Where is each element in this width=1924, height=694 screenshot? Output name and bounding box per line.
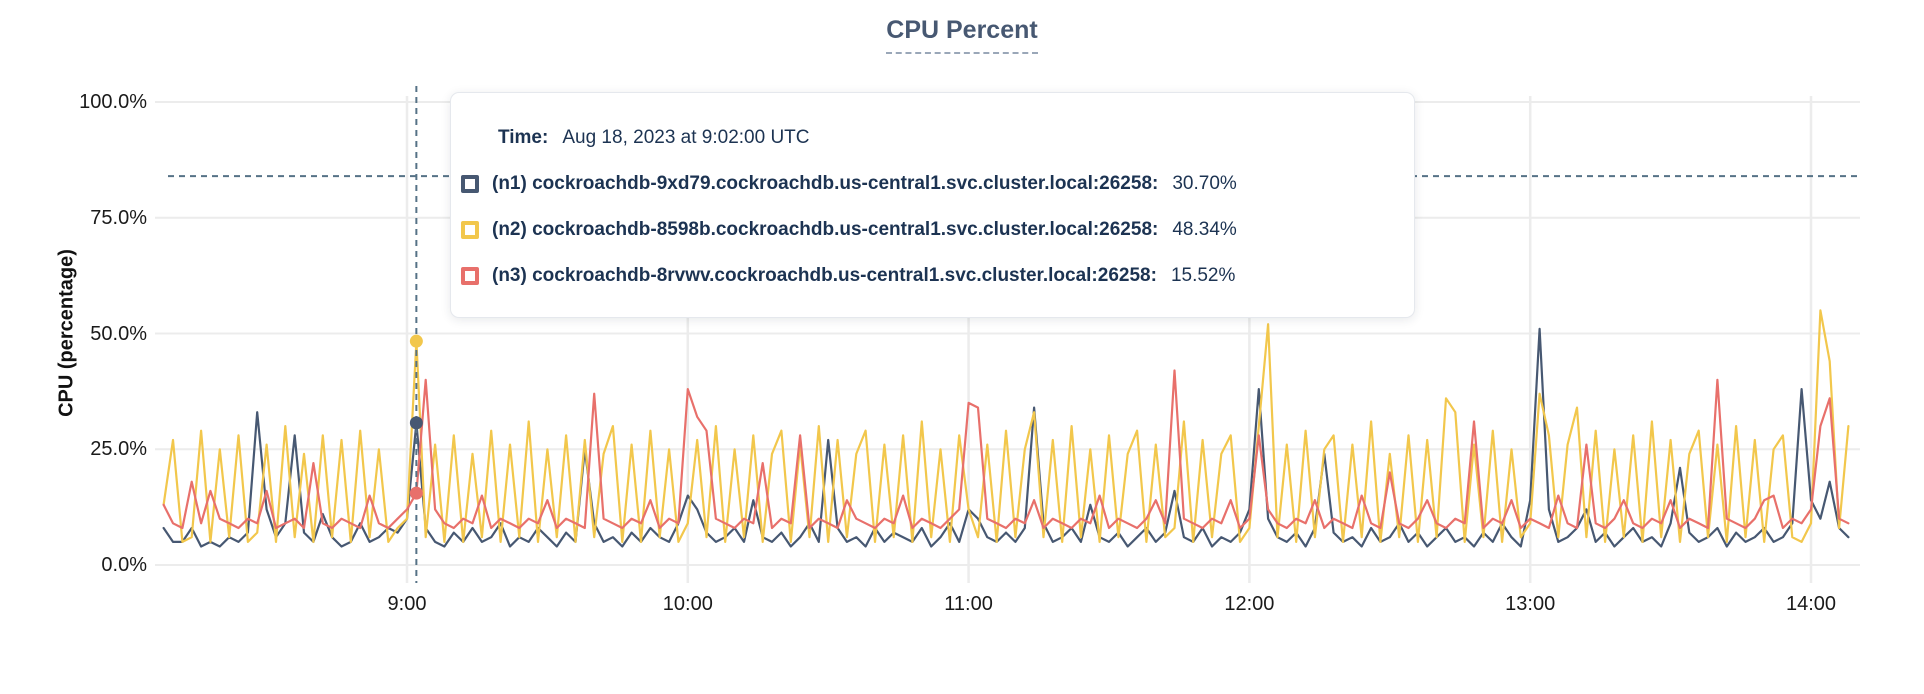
series-line-n3 xyxy=(162,369,1850,530)
tooltip-series-value-n3: 15.52% xyxy=(1170,265,1236,286)
tooltip-series-value-n1: 30.70% xyxy=(1172,173,1237,194)
x-tick-label: 14:00 xyxy=(1785,593,1837,615)
chart-title[interactable]: CPU Percent xyxy=(886,16,1038,54)
y-tick-label: 75.0% xyxy=(90,206,147,229)
x-tick-label: 13:00 xyxy=(1505,593,1556,615)
tooltip-series-label-n3: (n3) cockroachdb-8rvwv.cockroachdb.us-ce… xyxy=(492,265,1157,286)
tooltip-series-label-n2: (n2) cockroachdb-8598b.cockroachdb.us-ce… xyxy=(492,219,1159,240)
tooltip-series-label-n1: (n1) cockroachdb-9xd79.cockroachdb.us-ce… xyxy=(492,173,1159,194)
series-swatch-icon-n1 xyxy=(461,175,479,193)
hover-point-n2 xyxy=(409,334,423,348)
series-swatch-icon-n3 xyxy=(461,267,479,285)
tooltip-time-row: Time: Aug 18, 2023 at 9:02:00 UTC xyxy=(451,124,1414,152)
tooltip-time-value: Aug 18, 2023 at 9:02:00 UTC xyxy=(562,127,810,148)
y-tick-label: 25.0% xyxy=(90,438,147,461)
y-tick-label: 50.0% xyxy=(90,322,147,345)
tooltip-series-row-n2: (n2) cockroachdb-8598b.cockroachdb.us-ce… xyxy=(451,216,1414,244)
x-tick-label: 10:00 xyxy=(662,593,713,615)
x-tick-label: 9:00 xyxy=(387,593,427,615)
chart-title-row: CPU Percent xyxy=(0,16,1924,54)
series-swatch-icon-n2 xyxy=(461,221,479,239)
tooltip-series-value-n2: 48.34% xyxy=(1172,219,1237,240)
y-tick-label: 0.0% xyxy=(101,554,147,576)
hover-point-n3 xyxy=(409,486,423,500)
series-line-n2 xyxy=(162,309,1850,544)
tooltip-series-row-n1: (n1) cockroachdb-9xd79.cockroachdb.us-ce… xyxy=(451,170,1414,198)
chart-tooltip: Time: Aug 18, 2023 at 9:02:00 UTC (n1) c… xyxy=(450,92,1415,318)
series-line-n1 xyxy=(162,327,1850,548)
y-tick-label: 100.0% xyxy=(79,91,147,113)
tooltip-time-label: Time: xyxy=(498,127,549,148)
x-tick-label: 11:00 xyxy=(944,593,993,615)
hover-point-n1 xyxy=(409,416,423,430)
tooltip-series-row-n3: (n3) cockroachdb-8rvwv.cockroachdb.us-ce… xyxy=(451,262,1414,290)
x-tick-label: 12:00 xyxy=(1224,593,1275,615)
